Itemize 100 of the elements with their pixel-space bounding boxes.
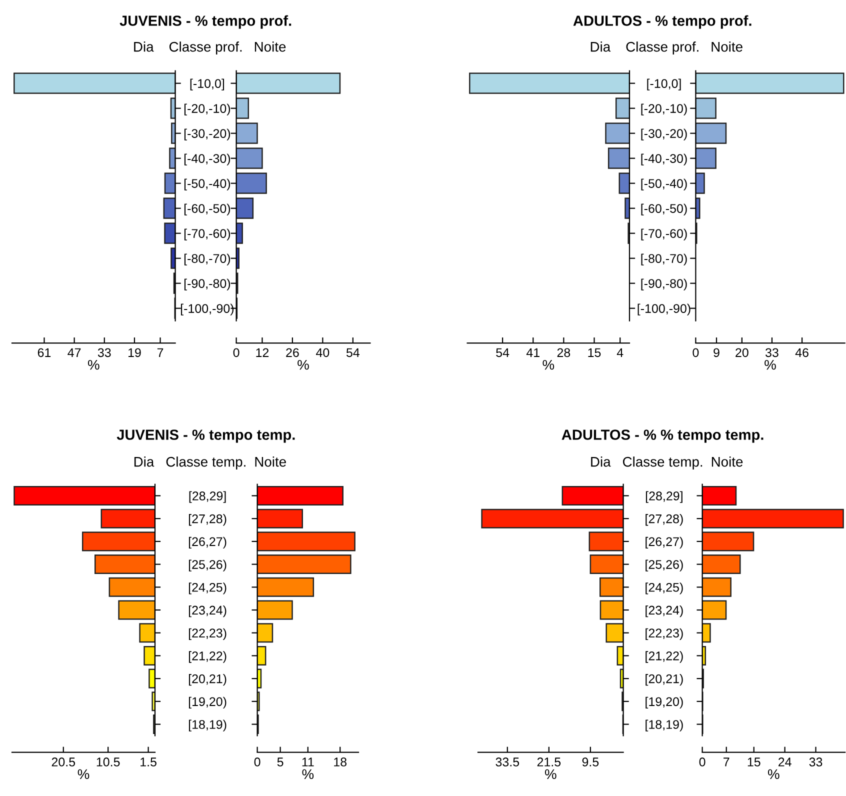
chart-subtitle: Dia [591,456,611,467]
x-tick-label: 0 [254,758,260,766]
y-tick-label: [-20,-10) [184,104,230,116]
x-axis-title: % [768,769,780,780]
x-tick-label: 19 [128,348,141,358]
chart-subtitle: Noite [255,456,286,467]
y-tick-label: [22,23) [188,628,226,640]
x-tick-label: 9.5 [582,758,599,766]
chart-subtitle: Noite [254,42,286,52]
y-tick-label: [20,21) [646,674,683,686]
y-axis-title: Classe temp. [622,456,702,470]
y-tick-label: [23,24) [646,605,683,618]
x-axis-title: % [298,360,309,370]
y-tick-label: [26,27) [188,536,226,549]
y-tick-label: [-20,-10) [641,104,687,116]
x-tick-label: 4 [616,348,624,357]
y-axis-title: Classe prof. [626,42,698,54]
y-tick-label: [-100,-90) [638,304,690,316]
y-tick-label: [-80,-70) [641,254,687,266]
x-tick-label: 61 [38,348,51,358]
y-tick-label: [24,25) [188,582,226,594]
y-axis-title: Classe temp. [166,456,246,470]
x-tick-label: 41 [526,348,540,357]
x-tick-label: 20.5 [52,758,76,766]
y-tick-label: [-60,-50) [184,204,230,216]
y-tick-label: [-70,-60) [641,228,687,240]
x-tick-label: 47 [68,348,81,357]
y-tick-label: [23,24) [188,605,226,618]
y-tick-label: [-90,-80) [184,278,230,290]
x-tick-label: 0 [233,348,240,358]
x-tick-label: 33.5 [496,758,520,766]
y-tick-label: [-10,0] [190,78,224,90]
y-tick-label: [24,25) [646,582,683,594]
x-tick-label: 26 [286,348,299,358]
x-axis-title: % [542,360,554,370]
y-tick-label: [21,22) [188,651,226,663]
y-tick-label: [21,22) [646,651,683,663]
x-tick-label: 33 [98,348,111,358]
y-tick-label: [20,21) [188,674,226,686]
y-tick-label: [-70,-60) [184,228,230,240]
x-tick-label: 40 [316,348,330,358]
y-tick-label: [25,26) [188,560,226,572]
y-tick-label: [-10,0] [647,78,681,90]
chart-subtitle: Noite [712,456,743,467]
y-tick-label: [27,28) [646,514,683,526]
chart-subtitle: Dia [134,456,154,467]
chart-subtitle: Dia [590,42,611,52]
x-tick-label: 7 [157,348,164,357]
x-tick-label: 46 [795,348,808,358]
x-tick-label: 5 [277,758,284,766]
x-tick-label: 11 [302,758,314,766]
y-tick-label: [22,23) [646,628,683,640]
x-tick-label: 15 [748,758,760,766]
y-tick-label: [25,26) [646,560,683,572]
x-tick-label: 54 [346,348,360,358]
y-tick-label: [28,29] [646,491,682,503]
x-axis-title: % [88,360,100,370]
y-tick-label: [-60,-50) [641,204,687,216]
x-tick-label: 33 [766,348,778,358]
x-tick-label: 7 [724,758,730,766]
y-tick-label: [28,29] [189,491,226,503]
y-tick-label: [-50,-40) [184,178,230,190]
y-tick-label: [-40,-30) [184,154,230,166]
x-tick-label: 54 [496,348,510,358]
y-tick-label: [-100,-90) [180,304,234,316]
y-tick-label: [-30,-20) [641,128,687,140]
x-tick-label: 10.5 [96,758,120,766]
x-tick-label: 33 [809,758,822,766]
y-tick-label: [19,20) [646,696,683,709]
x-tick-label: 18 [334,758,347,766]
text: JUVENIS - % tempo prof. [120,15,292,29]
text: JUVENIS - % tempo temp. [116,430,295,443]
x-tick-label: 0 [692,348,699,358]
x-axis-title: % [302,769,314,780]
x-axis-title: % [544,769,556,780]
x-tick-label: 28 [557,348,570,358]
text: ADULTOS - % tempo prof. [573,15,752,29]
chart-subtitle: Dia [134,42,154,52]
text: ADULTOS - % % tempo temp. [562,430,764,443]
y-tick-label: [26,27) [646,536,683,549]
x-axis-title: % [764,360,776,370]
y-tick-label: [18,19) [188,720,226,732]
x-tick-label: 1.5 [140,758,156,766]
y-axis-title: Classe prof. [169,42,242,54]
x-tick-label: 21.5 [537,758,561,766]
y-tick-label: [19,20) [188,696,226,709]
x-tick-label: 12 [256,348,269,357]
chart-subtitle: Noite [712,42,742,52]
y-tick-label: [-40,-30) [641,154,687,166]
x-tick-label: 15 [588,348,601,358]
y-tick-label: [-50,-40) [641,178,687,190]
x-axis-title: % [78,769,90,780]
y-tick-label: [-90,-80) [641,278,687,290]
y-tick-label: [-80,-70) [184,254,230,266]
y-tick-label: [-30,-20) [184,128,230,140]
x-tick-label: 9 [714,348,720,358]
x-tick-label: 0 [699,758,706,766]
y-tick-label: [18,19) [646,720,683,732]
y-tick-label: [27,28) [188,514,226,526]
x-tick-label: 24 [778,758,792,766]
